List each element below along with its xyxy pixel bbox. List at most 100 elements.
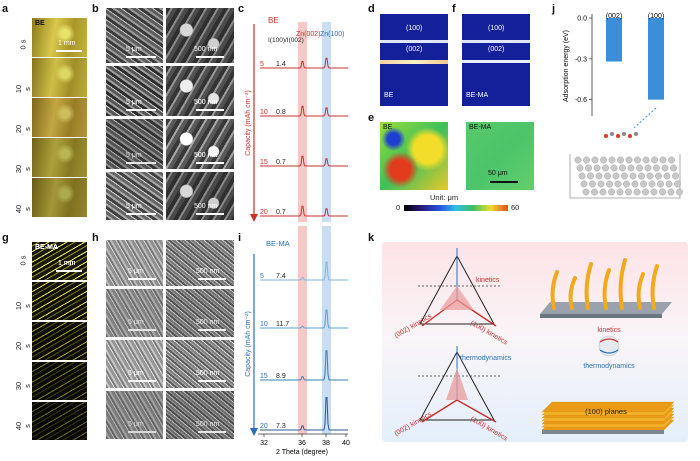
scale-bar (126, 56, 156, 58)
zn-atom (648, 180, 656, 188)
xrd-chart-be: Capacity (mAh cm⁻²) BE Zn(002) Zn(100) I… (245, 16, 348, 222)
arrow-head (250, 428, 258, 436)
thermo-region (446, 368, 468, 400)
sem-image-bema-1-low: 5 μm (106, 240, 163, 286)
time-label: 0 s (18, 255, 28, 266)
kinetics-label: kinetics (597, 327, 621, 334)
zn-atom (642, 188, 649, 196)
xrd-trace (260, 350, 348, 381)
ratio-value: 0.7 (276, 159, 286, 166)
molecule-atom (610, 132, 614, 136)
optical-image-bema-30s (32, 362, 87, 400)
time-label: 10 s (14, 301, 32, 311)
bar-0 (606, 18, 622, 62)
substrate (542, 430, 664, 434)
planes-label: (100) planes (585, 407, 627, 416)
scale-bar (56, 270, 82, 272)
sem-image-bema-2-high: 500 nm (166, 289, 234, 337)
bema-label: BE-MA (266, 239, 290, 248)
optical-image-bema-40s (32, 402, 87, 440)
zn-atom (600, 156, 607, 164)
zn-atom (644, 164, 652, 172)
scale-bar (128, 278, 156, 280)
zn-atom (593, 164, 601, 172)
ratio-header: I(100)/I(002) (268, 37, 304, 44)
scale-bar (196, 213, 224, 215)
zn-atom (582, 188, 590, 196)
k002-axis (421, 399, 458, 423)
scale-bar-label: 500 nm (194, 203, 218, 210)
thermo-swirl (599, 349, 619, 354)
xrd-trace (260, 261, 348, 281)
scale-bar (56, 50, 82, 52)
scale-bar-label: 5 μm (126, 46, 142, 53)
zn-atom (642, 156, 650, 164)
optical-image-bema-20s (32, 322, 87, 360)
adsorption-structure (569, 108, 683, 199)
colorbar (404, 205, 508, 211)
bar-1 (648, 18, 664, 100)
peak-highlight-002 (298, 22, 307, 222)
sem-image-be-3-high: 500 nm (166, 119, 234, 169)
optical-image-be-40s (32, 178, 87, 217)
scale-bar-label: 500 nm (196, 319, 220, 326)
zn-atom (597, 180, 605, 188)
zn-atom (602, 164, 609, 172)
colorbar-min: 0 (396, 203, 401, 212)
time-label: 40 s (14, 421, 32, 431)
zn-atom (585, 164, 592, 172)
zn-atom (616, 188, 624, 196)
adsorption-chart: Adsorption energy (eV) 0.0 -0.3 -0.6 (002)… (563, 13, 664, 116)
scale-bar-label: 1 mm (58, 260, 76, 267)
capacity-value: 5 (260, 273, 264, 280)
optical-image-be-0s: BE 1 mm (32, 18, 87, 57)
optical-image-be-20s (32, 98, 87, 137)
ratio-value: 1.4 (276, 61, 286, 68)
zn-atom (604, 172, 611, 180)
arrow-head (250, 214, 258, 222)
scale-bar-label: 5 μm (128, 268, 144, 275)
capacity-value: 20 (260, 423, 268, 430)
xrd-chart-bema: Capacity (mAh cm⁻²) BE-MA 5 7.4 10 11.7 15 8.… (245, 226, 350, 456)
zn-atom (599, 188, 607, 196)
peak-label-100: Zn(100) (320, 31, 345, 38)
capacity-value: 15 (260, 159, 268, 166)
be-tag: BE (35, 20, 45, 27)
ratio-value: 0.7 (276, 209, 286, 216)
sem-image-be-3-low: 5 μm (106, 119, 163, 169)
simulation-bema: (100) (002) BE-MA (462, 14, 530, 106)
time-label: 30 s (14, 381, 32, 391)
zn-atom (651, 156, 658, 164)
scale-bar-label: 500 nm (194, 99, 218, 106)
scale-bar (128, 431, 156, 433)
scale-bar-label: 5 μm (126, 152, 142, 159)
molecule-atom (604, 134, 608, 138)
ratio-value: 7.3 (276, 423, 286, 430)
zn-atom (617, 156, 624, 164)
height-map-be: BE (380, 122, 448, 190)
scale-bar (126, 213, 156, 215)
mechanism-schematic: kinetics (002) kinetics (100) kinetics t… (394, 248, 675, 442)
sem-image-bema-2-low: 5 μm (106, 289, 163, 337)
zn-atom (676, 188, 683, 196)
zn-atom (619, 164, 626, 172)
time-label: 20 s (14, 124, 32, 134)
scale-bar-label: 500 nm (196, 370, 220, 377)
zn-atom (674, 180, 681, 188)
bema-tag: BE-MA (35, 244, 58, 251)
zn-atom (625, 188, 632, 196)
scale-bar (198, 380, 226, 382)
time-label: 10 s (14, 84, 32, 94)
plane-100: (100) (488, 25, 505, 32)
panel-label-e: e (368, 112, 375, 124)
zn-atom (634, 156, 641, 164)
interface-line (380, 40, 448, 43)
sem-image-be-2-high: 500 nm (166, 66, 234, 116)
zn-atom (661, 164, 669, 172)
dendrite (602, 268, 611, 310)
scale-bar (128, 329, 156, 331)
zn-atom (646, 172, 654, 180)
sem-image-be-4-low: 5 μm (106, 172, 163, 220)
scale-bar (196, 162, 224, 164)
zn-atom (667, 188, 675, 196)
